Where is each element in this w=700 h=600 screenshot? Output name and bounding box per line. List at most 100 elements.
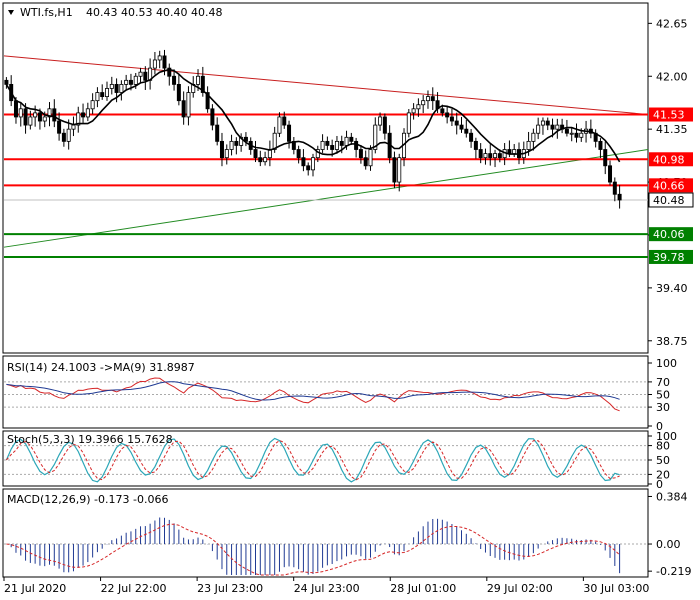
svg-text:40.06: 40.06 [653, 228, 685, 241]
time-tick-label: 28 Jul 01:00 [390, 582, 456, 595]
candle [430, 87, 435, 110]
candle [52, 99, 57, 128]
candle [18, 101, 23, 127]
candle [349, 132, 354, 145]
candle [473, 137, 478, 159]
candle [176, 74, 181, 106]
candle [497, 149, 502, 163]
candle [310, 153, 315, 177]
macd-tick-label: 0.384 [656, 490, 688, 503]
price-tick-label: 42.00 [656, 70, 688, 83]
candle [157, 50, 162, 69]
candle [368, 145, 373, 171]
candle [512, 144, 517, 158]
candle [382, 113, 387, 140]
candle [536, 117, 541, 140]
candle [224, 144, 229, 165]
candle [215, 117, 220, 146]
rsi-pane[interactable] [4, 377, 648, 412]
price-tick-label: 38.75 [656, 335, 688, 348]
stoch-signal-line [6, 439, 620, 481]
svg-text:40.98: 40.98 [653, 153, 685, 166]
macd-signal-line [6, 523, 620, 576]
rsi-tick-label: 0 [656, 420, 663, 433]
candle [229, 134, 234, 156]
candle [325, 136, 330, 150]
candle [493, 149, 498, 168]
macd-histogram [10, 517, 621, 575]
candle [267, 140, 272, 167]
candle [449, 108, 454, 126]
candle [555, 118, 560, 139]
candle [205, 86, 210, 113]
rsi-pane-frame [2, 355, 649, 429]
stoch-tick-label: 100 [656, 430, 677, 443]
candle [608, 160, 613, 186]
stoch-pane[interactable] [4, 437, 648, 483]
candle [95, 87, 100, 108]
candle [191, 76, 196, 98]
axes: 42.6542.0041.3540.7040.0539.4038.7541.53… [3, 17, 694, 595]
candle [282, 111, 287, 129]
candle [167, 63, 172, 86]
candle [397, 153, 402, 192]
candle [354, 137, 359, 158]
rsi-ma-line [6, 381, 620, 401]
time-tick-label: 30 Jul 03:00 [583, 582, 649, 595]
candle [47, 102, 52, 127]
candle [243, 132, 248, 147]
time-tick-label: 29 Jul 02:00 [487, 582, 553, 595]
trendline-down[interactable] [3, 55, 649, 116]
rsi-tick-label: 100 [656, 357, 677, 370]
candle [119, 80, 124, 101]
svg-text:40.48: 40.48 [653, 194, 685, 207]
candle [200, 66, 205, 97]
rsi-tick-label: 30 [656, 401, 670, 414]
candle [143, 66, 148, 90]
macd-pane[interactable] [4, 517, 648, 576]
candle [612, 177, 617, 202]
candle [301, 149, 306, 172]
macd-header: MACD(12,26,9) -0.173 -0.066 [7, 493, 168, 506]
candle [373, 117, 378, 154]
stoch-pane-frame [2, 430, 649, 487]
macd-tick-label: 0.00 [656, 538, 681, 551]
candle [411, 103, 416, 120]
dropdown-triangle-icon[interactable] [8, 10, 14, 15]
trendline-up[interactable] [3, 149, 649, 248]
candle [105, 81, 110, 101]
candle [363, 150, 368, 170]
candle [23, 103, 28, 134]
candle [593, 129, 598, 148]
price-pane[interactable] [3, 49, 649, 258]
level-label-current: 40.48 [648, 192, 694, 208]
candle [28, 110, 33, 130]
candle [402, 128, 407, 167]
candle [392, 151, 397, 189]
moving-average-line [5, 68, 621, 163]
stoch-tick-label: 50 [656, 454, 670, 467]
level-label-support: 40.06 [649, 227, 693, 242]
candle [540, 117, 545, 135]
rsi-tick-label: 70 [656, 376, 670, 389]
candle [76, 106, 81, 133]
candle [81, 103, 86, 123]
candle [219, 132, 224, 167]
candle [306, 162, 311, 176]
candle [4, 77, 9, 89]
candle [66, 119, 71, 150]
rsi-header: RSI(14) 24.1003 ->MA(9) 31.8987 [7, 361, 195, 374]
candle [569, 127, 574, 142]
candle [61, 128, 66, 147]
candle [598, 138, 603, 159]
candle [464, 119, 469, 138]
stoch-main-line [5, 437, 620, 483]
candle [210, 104, 215, 131]
macd-pane-frame [2, 488, 649, 578]
candle [545, 117, 550, 131]
time-tick-label: 24 Jul 23:00 [294, 582, 360, 595]
candle [406, 109, 411, 138]
candle [603, 141, 608, 175]
